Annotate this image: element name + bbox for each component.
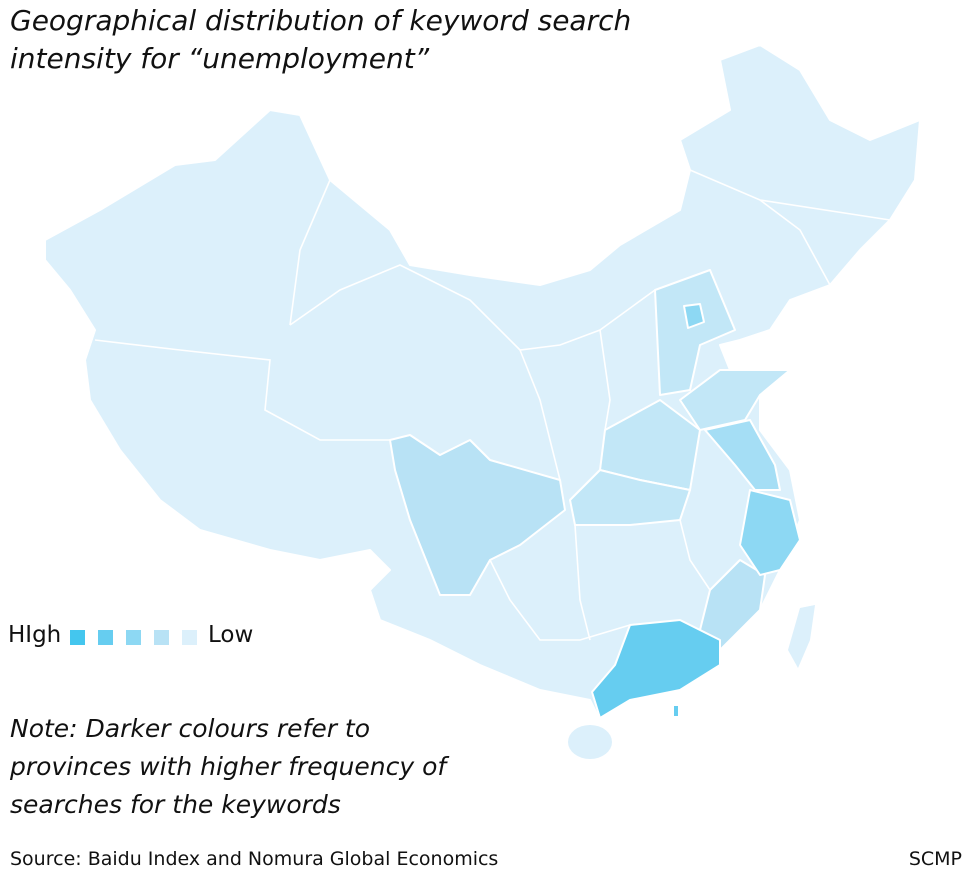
guangdong — [591, 619, 721, 719]
border — [689, 169, 891, 221]
taiwan — [788, 605, 815, 668]
hebei — [654, 269, 736, 396]
sichuan — [389, 434, 566, 596]
shandong — [679, 369, 791, 431]
border — [519, 349, 561, 481]
border — [759, 199, 831, 286]
legend-swatch — [154, 630, 169, 645]
note-line: provinces with higher frequency of — [10, 752, 447, 781]
legend-swatches — [70, 630, 197, 645]
zhejiang — [739, 489, 801, 576]
title-line: intensity for “unemployment” — [10, 42, 430, 75]
border — [489, 559, 631, 641]
border — [289, 264, 656, 351]
title-line: Geographical distribution of keyword sea… — [10, 4, 632, 37]
legend-swatch — [182, 630, 197, 645]
legend-low: Low — [208, 622, 254, 648]
border — [679, 519, 711, 591]
legend-high: HIgh — [8, 622, 62, 648]
hainan — [568, 725, 612, 759]
border — [574, 524, 591, 641]
border — [599, 329, 611, 431]
china-map — [44, 44, 921, 759]
border — [94, 339, 390, 441]
legend-swatch — [98, 630, 113, 645]
legend-swatch — [70, 630, 85, 645]
island — [674, 706, 678, 716]
note-line: Note: Darker colours refer to — [10, 714, 371, 743]
credit: SCMP — [908, 848, 962, 870]
mainland — [44, 44, 921, 721]
beijing — [683, 303, 705, 329]
note-line: searches for the keywords — [10, 790, 341, 819]
source: Source: Baidu Index and Nomura Global Ec… — [10, 848, 499, 870]
legend-swatch — [126, 630, 141, 645]
hubei — [569, 469, 691, 526]
border — [289, 179, 331, 326]
jiangsu — [704, 419, 781, 491]
